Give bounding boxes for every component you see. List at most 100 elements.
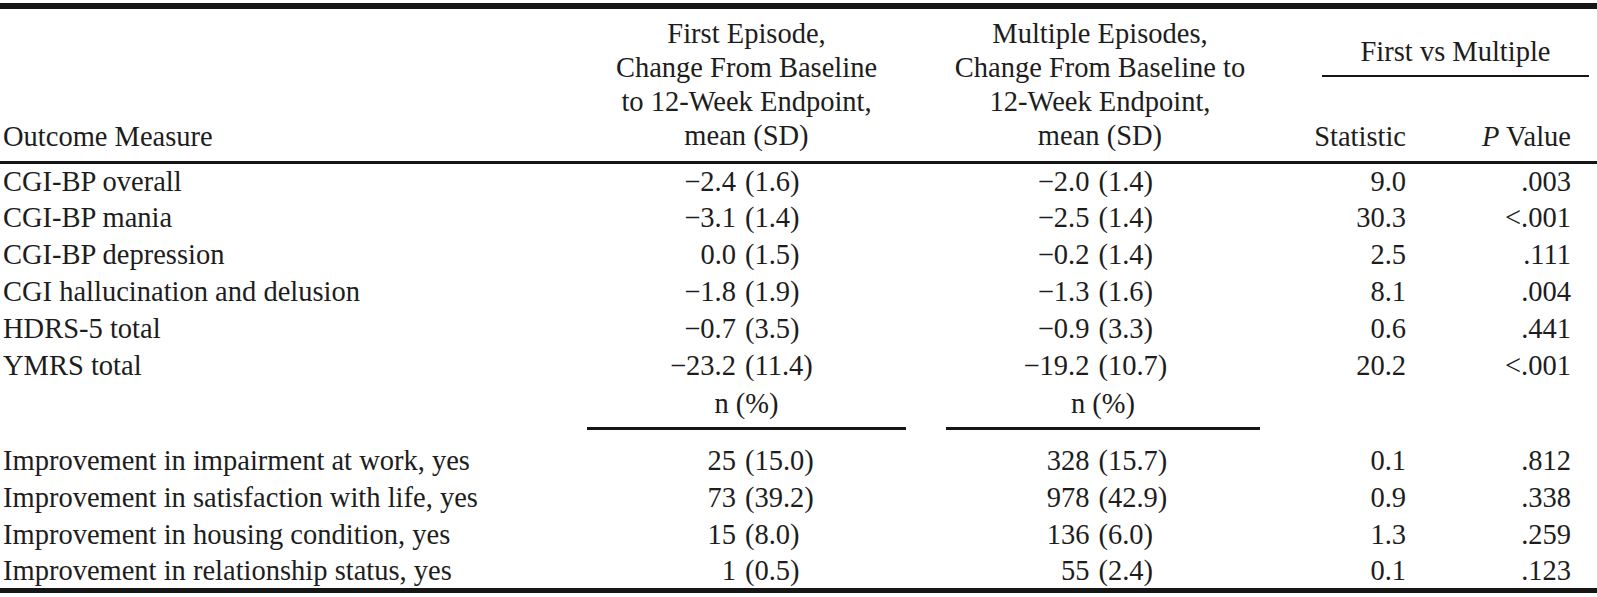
percent-value: (0.5) [745,555,839,587]
table-row: CGI hallucination and delusion −1.8 (1.9)… [0,274,1597,311]
percent-value: (8.0) [745,519,839,551]
percent-value: (39.2) [745,482,839,514]
mean-value: −2.5 [1008,202,1090,234]
percent-value: (15.0) [745,445,839,477]
outcomes-table: Outcome Measure First Episode, Change Fr… [0,3,1597,593]
sd-value: (1.4) [1099,239,1193,271]
table-row: Improvement in relationship status, yes … [0,554,1597,591]
p-value-cell: .338 [1420,480,1597,517]
statistic-cell: 1.3 [1270,517,1420,554]
p-value-cell: .259 [1420,517,1597,554]
statistic-cell: 0.9 [1270,480,1420,517]
mean-value: −3.1 [654,202,736,234]
percent-value: (42.9) [1099,482,1193,514]
multiple-episodes-value-cell: −0.9(3.3) [930,311,1270,348]
table-row: Improvement in impairment at work, yes 2… [0,443,1597,480]
statistic-cell: 2.5 [1270,237,1420,274]
first-episode-value-cell: 1(0.5) [563,554,930,591]
sd-value: (1.6) [1099,276,1193,308]
first-episode-value-cell: −23.2 (11.4) [563,348,930,385]
statistic-cell: 8.1 [1270,274,1420,311]
row-label: Improvement in relationship status, yes [0,554,563,591]
table-row: YMRS total −23.2(11.4) −19.2(10.7) 20.2 … [0,348,1597,385]
table-row: CGI-BP depression 0.0 (1.5) −0.2(1.4) 2.5… [0,237,1597,274]
first-episode-value-cell: 25(15.0) [563,443,930,480]
p-value-cell: .812 [1420,443,1597,480]
n-percent-label: n (%) [946,387,1260,430]
p-value-cell: .003 [1420,163,1597,200]
header-row-top: Outcome Measure First Episode, Change Fr… [0,6,1597,77]
p-value-cell: .004 [1420,274,1597,311]
count-value: 15 [654,519,736,551]
p-value-cell: <.001 [1420,348,1597,385]
p-value-rest: Value [1499,121,1571,152]
statistic-cell: 0.1 [1270,554,1420,591]
row-label: Improvement in housing condition, yes [0,517,563,554]
mean-value: −2.4 [654,166,736,198]
p-value-cell: <.001 [1420,200,1597,237]
first-episode-value-cell: −3.1(1.4) [563,200,930,237]
p-value-cell: .111 [1420,237,1597,274]
sd-value: (1.6) [745,166,839,198]
header-statistic: Statistic [1270,77,1420,162]
first-episode-value-cell: −1.8 (1.9) [563,274,930,311]
multiple-n-percent-cell: n (%) [930,385,1270,443]
header-multiple-episodes: Multiple Episodes, Change From Baseline … [930,6,1270,163]
multiple-episodes-value-cell: −2.5 (1.4) [930,200,1270,237]
multiple-episodes-value-cell: −2.0 (1.4) [930,163,1270,200]
first-episode-value-cell: −0.7 (3.5) [563,311,930,348]
row-label: Improvement in satisfaction with life, y… [0,480,563,517]
mean-value: −1.8 [654,276,736,308]
p-value-cell: .441 [1420,311,1597,348]
first-episode-value-cell: 15 (8.0) [563,517,930,554]
p-value-cell: .123 [1420,554,1597,591]
count-value: 73 [654,482,736,514]
sd-value: (3.5) [745,313,839,345]
table-row: CGI-BP mania −3.1(1.4) −2.5(1.4) 30.3 <.… [0,200,1597,237]
sd-value: (11.4) [745,350,839,382]
multiple-episodes-value-cell: −19.2(10.7) [930,348,1270,385]
percent-value: (15.7) [1099,445,1193,477]
mean-value: 0.0 [654,239,736,271]
n-percent-label: n (%) [587,387,906,430]
statistic-cell: 20.2 [1270,348,1420,385]
row-label: CGI-BP mania [0,200,563,237]
sd-value: (1.4) [1099,202,1193,234]
mean-value: −1.3 [1008,276,1090,308]
row-label: Improvement in impairment at work, yes [0,443,563,480]
multiple-episodes-value-cell: −0.2(1.4) [930,237,1270,274]
header-outcome-measure: Outcome Measure [0,6,563,163]
multiple-episodes-value-cell: 136(6.0) [930,517,1270,554]
empty-cell [1420,385,1597,443]
multiple-episodes-value-cell: 328 (15.7) [930,443,1270,480]
mean-value: −23.2 [654,350,736,382]
mean-value: −0.7 [654,313,736,345]
count-value: 55 [1008,555,1090,587]
sd-value: (3.3) [1099,313,1193,345]
header-first-episode: First Episode, Change From Baseline to 1… [563,6,930,163]
sd-value: (1.9) [745,276,839,308]
count-value: 328 [1008,445,1090,477]
table-row: Improvement in satisfaction with life, y… [0,480,1597,517]
statistic-cell: 0.6 [1270,311,1420,348]
row-label: CGI hallucination and delusion [0,274,563,311]
n-percent-subheader-row: n (%) n (%) [0,385,1597,443]
table-row: HDRS-5 total −0.7(3.5) −0.9(3.3) 0.6 .44… [0,311,1597,348]
first-episode-value-cell: −2.4 (1.6) [563,163,930,200]
empty-cell [1270,385,1420,443]
mean-value: −2.0 [1008,166,1090,198]
sd-value: (1.4) [1099,166,1193,198]
multiple-episodes-value-cell: −1.3 (1.6) [930,274,1270,311]
p-value-italic-p: P [1482,121,1499,152]
mean-value: −19.2 [1008,350,1090,382]
multiple-episodes-value-cell: 55 (2.4) [930,554,1270,591]
table-row: CGI-BP overall −2.4(1.6) −2.0(1.4) 9.0 .… [0,163,1597,200]
sd-value: (1.5) [745,239,839,271]
empty-cell [0,385,563,443]
row-label: CGI-BP depression [0,237,563,274]
percent-value: (2.4) [1099,555,1193,587]
first-episode-value-cell: 0.0 (1.5) [563,237,930,274]
table-header: Outcome Measure First Episode, Change Fr… [0,6,1597,163]
percent-value: (6.0) [1099,519,1193,551]
table-body: CGI-BP overall −2.4(1.6) −2.0(1.4) 9.0 .… [0,163,1597,591]
